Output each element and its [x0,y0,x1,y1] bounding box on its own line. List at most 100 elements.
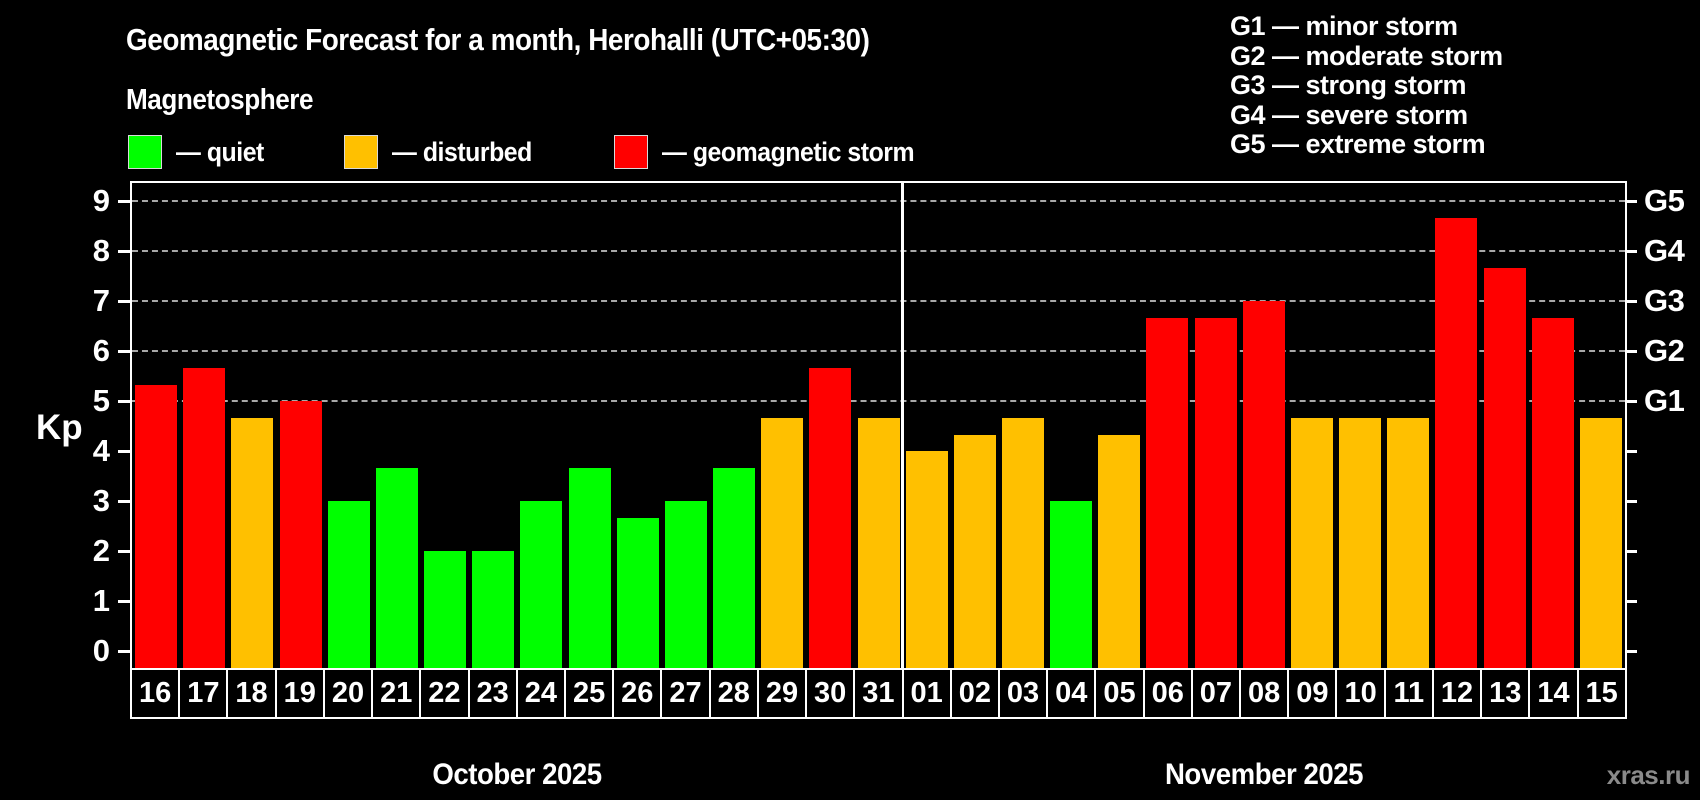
day-cell-31: 31 [853,670,902,717]
day-cell-08: 08 [1239,670,1288,717]
y-axis-tick-9 [118,200,130,203]
bar-day-21 [375,467,418,668]
bar-day-06 [1146,317,1189,668]
bar-day-23 [472,551,515,668]
y-axis-title: Kp [36,408,83,448]
day-cell-23: 23 [467,670,516,717]
day-cell-30: 30 [805,670,854,717]
bar-day-24 [520,501,563,668]
watermark: xras.ru [1606,760,1691,790]
g-axis-label-G4: G4 [1644,233,1685,268]
y-axis-tick-label-6: 6 [92,333,110,368]
g-axis-label-G5: G5 [1644,183,1685,218]
y-axis-tick-0 [118,650,130,653]
bar-day-09 [1290,417,1333,668]
month-separator [901,183,905,668]
y-axis-tick-2 [118,550,130,553]
bar-day-10 [1339,417,1382,668]
g-axis-tick-6 [1625,350,1637,353]
bar-day-13 [1483,267,1526,668]
bar-day-03 [1001,417,1044,668]
plot-inner [132,183,1625,668]
bar-day-30 [809,367,852,668]
page-title-text: Geomagnetic Forecast for a month, Heroha… [126,22,870,57]
y-axis-title-text: Kp [36,408,83,447]
bar-day-05 [1098,434,1141,668]
g-axis-label-G2: G2 [1644,333,1685,368]
y-axis-tick-5 [118,400,130,403]
day-cell-07: 07 [1190,670,1240,717]
y-axis-tick-label-2: 2 [92,533,110,568]
disturbed-swatch-icon [344,135,378,169]
day-cell-15: 15 [1576,670,1625,717]
g-axis-tick-3 [1625,500,1637,503]
day-cell-20: 20 [322,670,372,717]
g-axis-tick-2 [1625,550,1637,553]
y-axis-tick-label-1: 1 [92,583,110,618]
bar-day-08 [1242,301,1285,668]
bar-day-27 [664,501,707,668]
g-axis-tick-0 [1625,650,1637,653]
page-title: Geomagnetic Forecast for a month, Heroha… [126,22,952,58]
day-cell-22: 22 [419,670,468,717]
day-cell-29: 29 [756,670,806,717]
g-legend-row-2: G2 — moderate storm [1230,40,1503,71]
bar-day-11 [1387,417,1430,668]
day-cell-03: 03 [997,670,1047,717]
bar-day-15 [1579,417,1622,668]
bar-day-14 [1531,317,1574,668]
g-axis-label-G1: G1 [1644,383,1685,418]
legend-item-storm: — geomagnetic storm [614,134,936,170]
y-axis-tick-1 [118,600,130,603]
chart-subtitle: Magnetosphere [126,84,334,117]
bar-day-04 [1050,501,1093,668]
month-label-2: November 2025 [1164,758,1364,791]
bar-day-31 [857,417,900,668]
day-axis-row: 16 17 18 19 20 21 22 23 24 25 26 27 28 29 30 31 01 02 03 04… [130,668,1627,719]
day-cell-27: 27 [660,670,709,717]
day-cell-02: 02 [949,670,998,717]
g-legend-row-4: G4 — severe storm [1230,99,1468,130]
bar-day-22 [424,551,467,668]
y-axis-tick-label-9: 9 [92,183,110,218]
bar-day-16 [135,384,178,668]
day-cell-01: 01 [901,670,950,717]
g-legend-row-3: G3 — strong storm [1230,70,1467,101]
bar-day-26 [616,517,659,668]
gridline-kp5 [132,400,1625,402]
day-cell-13: 13 [1480,670,1529,717]
day-cell-10: 10 [1335,670,1384,717]
month-label-1: October 2025 [432,758,603,791]
day-cell-05: 05 [1094,670,1143,717]
bar-day-01 [905,451,948,668]
legend-label-disturbed: — disturbed [392,136,532,167]
day-cell-14: 14 [1528,670,1577,717]
storm-swatch-icon [614,135,648,169]
day-cell-24: 24 [515,670,564,717]
gridline-kp8 [132,250,1625,252]
g-axis-tick-9 [1625,200,1637,203]
bar-day-19 [279,401,322,668]
plot-area [130,181,1627,668]
bar-day-28 [713,467,756,668]
g-axis-tick-4 [1625,450,1637,453]
legend-item-quiet: — quiet [128,134,272,170]
day-cell-11: 11 [1383,670,1432,717]
y-axis-tick-3 [118,500,130,503]
y-axis-tick-label-7: 7 [92,283,110,318]
y-axis-tick-label-5: 5 [92,383,110,418]
day-cell-09: 09 [1287,670,1336,717]
g-axis-tick-8 [1625,250,1637,253]
y-axis-tick-label-3: 3 [92,483,110,518]
y-axis-tick-label-4: 4 [92,433,110,468]
g-axis-tick-7 [1625,300,1637,303]
day-cell-04: 04 [1046,670,1095,717]
gridline-kp6 [132,350,1625,352]
legend-label-quiet: — quiet [176,136,264,167]
gridline-kp7 [132,300,1625,302]
y-axis-tick-6 [118,350,130,353]
bar-day-20 [327,501,370,668]
day-cell-17: 17 [178,670,227,717]
day-cell-28: 28 [708,670,757,717]
day-cell-19: 19 [274,670,323,717]
